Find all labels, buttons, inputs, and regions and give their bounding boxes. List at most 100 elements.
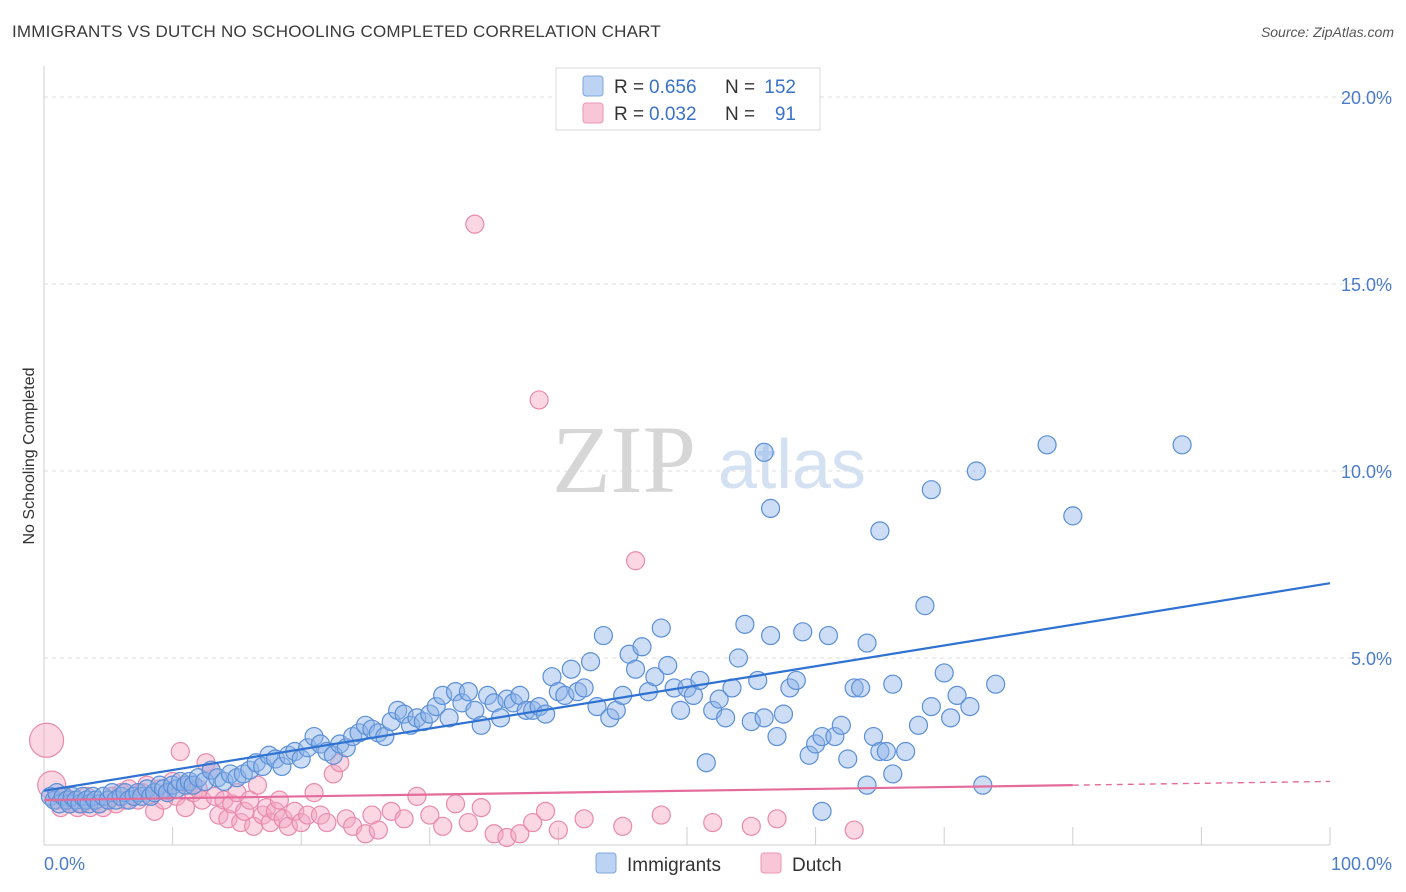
point-immigrants bbox=[760, 498, 781, 518]
point-immigrants bbox=[555, 685, 575, 706]
point-immigrants bbox=[516, 700, 536, 720]
data-points bbox=[28, 214, 1192, 848]
point-immigrants bbox=[960, 697, 980, 717]
point-immigrants bbox=[658, 655, 678, 676]
point-immigrants bbox=[947, 685, 967, 706]
y-tick-labels: 5.0% 10.0% 15.0% 20.0% bbox=[1341, 88, 1392, 669]
point-immigrants bbox=[825, 726, 845, 747]
bottom-legend: Immigrants Dutch bbox=[595, 852, 842, 876]
legend-r-label-1: R = bbox=[614, 77, 644, 98]
point-immigrants bbox=[420, 704, 440, 724]
point-immigrants bbox=[883, 764, 903, 784]
point-dutch bbox=[458, 812, 478, 833]
point-immigrants bbox=[709, 689, 729, 709]
point-immigrants bbox=[870, 741, 890, 762]
point-dutch bbox=[285, 801, 305, 821]
y-tick-label: 5.0% bbox=[1351, 649, 1392, 669]
legend: R = 0.656 N = 152 R = 0.032 N = 91 bbox=[555, 67, 821, 131]
point-immigrants bbox=[812, 801, 832, 821]
point-dutch bbox=[844, 820, 864, 840]
point-immigrants bbox=[696, 753, 716, 773]
watermark-atlas: atlas bbox=[718, 425, 866, 503]
point-immigrants bbox=[625, 659, 646, 679]
point-dutch bbox=[394, 809, 414, 829]
legend-swatch-dutch bbox=[582, 102, 604, 124]
point-immigrants bbox=[915, 596, 935, 616]
point-immigrants bbox=[651, 618, 671, 638]
point-immigrants bbox=[896, 741, 916, 762]
trend-line-dutch bbox=[43, 784, 1073, 802]
trend-lines bbox=[43, 582, 1331, 802]
point-immigrants bbox=[735, 614, 755, 634]
point-immigrants bbox=[561, 659, 581, 679]
x-tick-label: 100.0% bbox=[1331, 854, 1392, 874]
point-immigrants bbox=[580, 652, 601, 672]
point-immigrants bbox=[908, 715, 929, 735]
point-dutch bbox=[240, 790, 260, 810]
point-dutch bbox=[265, 801, 286, 821]
point-immigrants bbox=[870, 521, 890, 541]
point-immigrants bbox=[741, 711, 761, 732]
legend-swatch-immigrants bbox=[582, 75, 604, 97]
point-immigrants bbox=[831, 715, 851, 735]
point-immigrants bbox=[941, 708, 961, 728]
point-dutch bbox=[484, 824, 504, 844]
point-immigrants bbox=[973, 775, 993, 795]
point-immigrants bbox=[966, 461, 986, 481]
point-immigrants bbox=[715, 708, 736, 728]
bottom-legend-swatch-dutch bbox=[760, 852, 782, 874]
point-dutch bbox=[336, 809, 356, 829]
point-dutch bbox=[231, 812, 251, 833]
legend-r-label-2: R = bbox=[614, 104, 644, 125]
bottom-legend-swatch-immigrants bbox=[595, 852, 617, 874]
point-immigrants bbox=[793, 622, 813, 642]
legend-n-value-2: 91 bbox=[775, 104, 796, 125]
point-immigrants bbox=[349, 723, 369, 743]
point-dutch bbox=[613, 816, 633, 836]
y-tick-label: 10.0% bbox=[1341, 462, 1392, 482]
point-dutch bbox=[28, 722, 65, 758]
legend-n-label-1: N = bbox=[725, 77, 755, 98]
point-immigrants bbox=[1172, 435, 1192, 455]
legend-n-label-2: N = bbox=[725, 104, 755, 125]
point-immigrants bbox=[805, 734, 826, 754]
point-dutch bbox=[535, 801, 556, 821]
point-immigrants bbox=[394, 704, 414, 724]
point-immigrants bbox=[838, 749, 858, 769]
point-dutch bbox=[625, 551, 646, 571]
point-dutch bbox=[651, 805, 671, 825]
watermark-zip: ZIP bbox=[552, 406, 696, 513]
legend-r-value-1: 0.656 bbox=[649, 77, 697, 98]
point-immigrants bbox=[754, 442, 774, 462]
point-dutch bbox=[420, 805, 440, 825]
point-dutch bbox=[433, 816, 453, 836]
point-dutch bbox=[523, 812, 543, 833]
point-immigrants bbox=[876, 741, 896, 762]
point-immigrants bbox=[593, 625, 614, 646]
point-immigrants bbox=[773, 704, 794, 724]
axes bbox=[43, 66, 1331, 846]
point-dutch bbox=[192, 790, 212, 810]
legend-r-value-2: 0.032 bbox=[649, 104, 697, 125]
point-dutch bbox=[355, 824, 376, 844]
point-dutch bbox=[497, 827, 517, 848]
point-dutch bbox=[304, 783, 324, 803]
point-immigrants bbox=[986, 674, 1006, 694]
point-dutch bbox=[465, 214, 485, 234]
y-tick-label: 15.0% bbox=[1341, 275, 1392, 295]
point-immigrants bbox=[851, 678, 871, 698]
point-dutch bbox=[407, 786, 427, 806]
point-dutch bbox=[235, 801, 255, 821]
bottom-legend-dutch: Dutch bbox=[792, 855, 842, 876]
point-dutch bbox=[703, 812, 723, 833]
source-label: Source: ZipAtlas.com bbox=[1260, 24, 1394, 40]
point-dutch bbox=[574, 809, 594, 829]
point-dutch bbox=[445, 794, 466, 814]
point-immigrants bbox=[478, 685, 498, 706]
point-immigrants bbox=[921, 697, 941, 717]
point-dutch bbox=[170, 741, 190, 762]
point-immigrants bbox=[439, 708, 459, 728]
point-immigrants bbox=[754, 708, 774, 728]
trend-line-immigrants bbox=[43, 582, 1331, 792]
